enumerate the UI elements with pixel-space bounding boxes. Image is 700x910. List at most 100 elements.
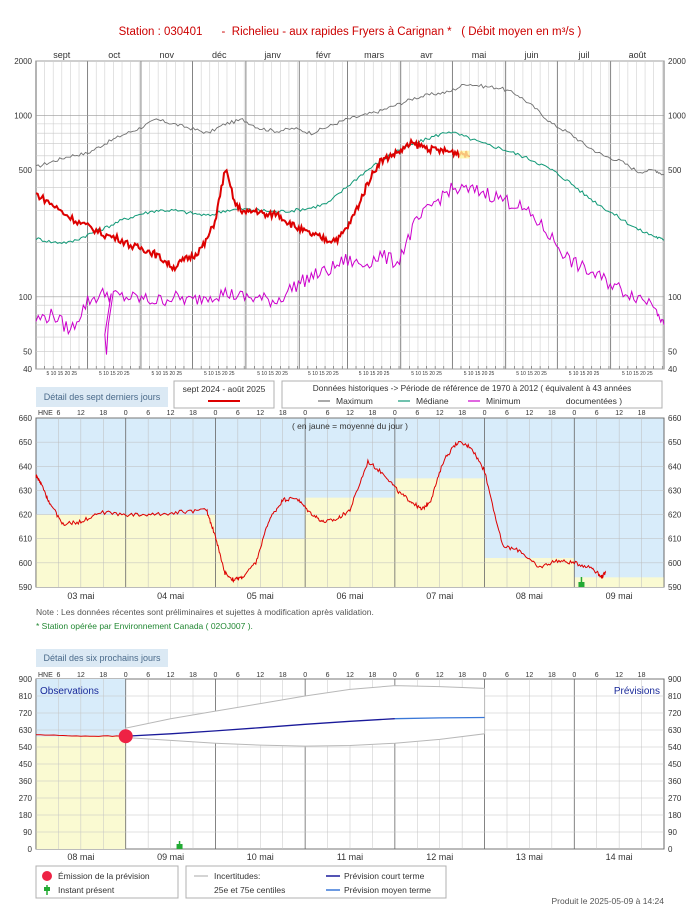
annual-day-tick-labels: 5 10 15 20 25 xyxy=(464,371,495,377)
forecast-hour-tick-label: 0 xyxy=(124,672,128,679)
annual-y-tick-label-right: 40 xyxy=(668,365,677,374)
seven-day-y-tick-label: 610 xyxy=(19,535,33,544)
forecast-date-label: 08 mai xyxy=(67,852,94,862)
seven-day-date-label: 04 mai xyxy=(157,591,184,601)
preliminary-data-note: Note : Les données récentes sont prélimi… xyxy=(36,607,374,617)
seven-day-y-tick-label: 620 xyxy=(19,511,33,520)
seven-day-hour-tick-label: 6 xyxy=(595,410,599,417)
annual-series-line xyxy=(35,83,665,176)
seven-day-y-tick-label-right: 610 xyxy=(668,535,682,544)
seven-day-date-label: 09 mai xyxy=(606,591,633,601)
seven-day-hour-tick-label: 6 xyxy=(56,410,60,417)
seven-day-y-tick-label: 650 xyxy=(19,438,33,447)
seven-day-y-tick-label-right: 600 xyxy=(668,559,682,568)
seven-day-hour-tick-label: 18 xyxy=(548,410,556,417)
annual-day-tick-labels: 5 10 15 20 25 xyxy=(622,371,653,377)
forecast-y-tick-label: 810 xyxy=(19,692,33,701)
forecast-y-tick-label: 360 xyxy=(19,777,33,786)
annual-day-tick-labels: 5 10 15 20 25 xyxy=(47,371,78,377)
forecast-hour-tick-label: 12 xyxy=(77,672,85,679)
seven-day-flow-line xyxy=(35,440,607,584)
minimum-legend-label: Minimum xyxy=(486,396,520,406)
annual-plot-area xyxy=(35,60,665,370)
forecast-hour-tick-label: 18 xyxy=(369,672,377,679)
seven-day-hour-tick-label: 12 xyxy=(256,410,264,417)
seven-day-hour-tick-label: 12 xyxy=(167,410,175,417)
seven-day-hour-tick-label: 0 xyxy=(213,410,217,417)
seven-day-date-label: 08 mai xyxy=(516,591,543,601)
seven-day-date-label: 06 mai xyxy=(336,591,363,601)
annual-day-tick-labels: 5 10 15 20 25 xyxy=(99,371,130,377)
forecast-y-tick-label-right: 450 xyxy=(668,760,682,769)
period-legend-label: sept 2024 - août 2025 xyxy=(183,384,266,394)
forecast-hour-tick-label: 18 xyxy=(458,672,466,679)
forecast-now-marker-icon xyxy=(176,844,183,849)
forecast-y-tick-label-right: 810 xyxy=(668,692,682,701)
forecast-y-tick-label: 900 xyxy=(19,675,33,684)
seven-day-y-tick-label-right: 650 xyxy=(668,438,682,447)
annual-month-label: déc xyxy=(212,50,227,60)
forecasts-heading: Prévisions xyxy=(614,686,660,697)
forecast-y-tick-label-right: 0 xyxy=(668,845,673,854)
forecast-section-label: Détail des six prochains jours xyxy=(43,653,161,663)
annual-day-tick-labels: 5 10 15 20 25 xyxy=(308,371,339,377)
forecast-hour-tick-label: 6 xyxy=(415,672,419,679)
forecast-date-label: 13 mai xyxy=(516,852,543,862)
forecast-y-tick-label-right: 630 xyxy=(668,726,682,735)
forecast-y-tick-label-right: 90 xyxy=(668,828,677,837)
annual-month-label: févr xyxy=(316,50,331,60)
historical-legend-title-end: documentées ) xyxy=(566,396,622,406)
forecast-hour-tick-label: 6 xyxy=(505,672,509,679)
seven-day-hour-tick-label: 6 xyxy=(146,410,150,417)
annual-day-tick-labels: 5 10 15 20 25 xyxy=(359,371,390,377)
seven-day-hour-tick-label: 6 xyxy=(415,410,419,417)
annual-y-tick-label: 500 xyxy=(19,166,33,175)
annual-y-tick-label-right: 50 xyxy=(668,347,677,356)
annual-current-mean-marker xyxy=(459,150,470,159)
annual-series-line xyxy=(35,137,470,273)
forecast-hour-tick-label: 12 xyxy=(526,672,534,679)
annual-month-label: juin xyxy=(524,50,539,60)
forecast-hour-tick-label: 6 xyxy=(236,672,240,679)
annual-month-label: août xyxy=(629,50,647,60)
forecast-hour-tick-label: 18 xyxy=(548,672,556,679)
forecast-y-tick-label-right: 360 xyxy=(668,777,682,786)
seven-day-date-label: 07 mai xyxy=(426,591,453,601)
seven-day-hour-tick-label: 6 xyxy=(326,410,330,417)
annual-day-tick-labels: 5 10 15 20 25 xyxy=(257,371,288,377)
forecast-legend-markers-box xyxy=(35,865,179,899)
seven-day-hour-tick-label: 12 xyxy=(526,410,534,417)
annual-day-tick-labels: 5 10 15 20 25 xyxy=(151,371,182,377)
annual-y-tick-label-right: 2000 xyxy=(668,57,686,66)
median-legend-label: Médiane xyxy=(416,396,449,406)
historical-legend-box xyxy=(281,380,663,409)
forecast-y-tick-label-right: 540 xyxy=(668,743,682,752)
forecast-y-tick-label: 90 xyxy=(23,828,32,837)
uncertainty-legend-label: Incertitudes: xyxy=(214,871,260,881)
seven-day-y-tick-label: 660 xyxy=(19,414,33,423)
daily-mean-annotation: ( en jaune = moyenne du jour ) xyxy=(292,421,408,431)
seven-day-hour-tick-label: 18 xyxy=(189,410,197,417)
forecast-y-tick-label-right: 720 xyxy=(668,709,682,718)
forecast-y-tick-label: 0 xyxy=(28,845,33,854)
annual-y-tick-label: 50 xyxy=(23,347,32,356)
emission-legend-label: Émission de la prévision xyxy=(58,871,150,881)
forecast-legend-lines-box xyxy=(185,865,447,899)
annual-month-label: oct xyxy=(108,50,121,60)
annual-series-line xyxy=(35,182,665,355)
seven-day-hour-tick-label: 6 xyxy=(236,410,240,417)
seven-day-y-tick-label: 600 xyxy=(19,559,33,568)
forecast-y-tick-label: 270 xyxy=(19,794,33,803)
forecast-y-tick-label: 180 xyxy=(19,811,33,820)
period-legend-box xyxy=(173,380,275,409)
annual-series-line xyxy=(35,131,665,245)
forecast-date-label: 12 mai xyxy=(426,852,453,862)
forecast-hour-tick-label: 0 xyxy=(213,672,217,679)
annual-month-label: mai xyxy=(472,50,487,60)
seven-day-hour-tick-label: 18 xyxy=(279,410,287,417)
now-legend-label: Instant présent xyxy=(58,885,115,895)
forecast-y-tick-label-right: 900 xyxy=(668,675,682,684)
seven-day-section-tab xyxy=(36,387,168,407)
forecast-date-label: 09 mai xyxy=(157,852,184,862)
